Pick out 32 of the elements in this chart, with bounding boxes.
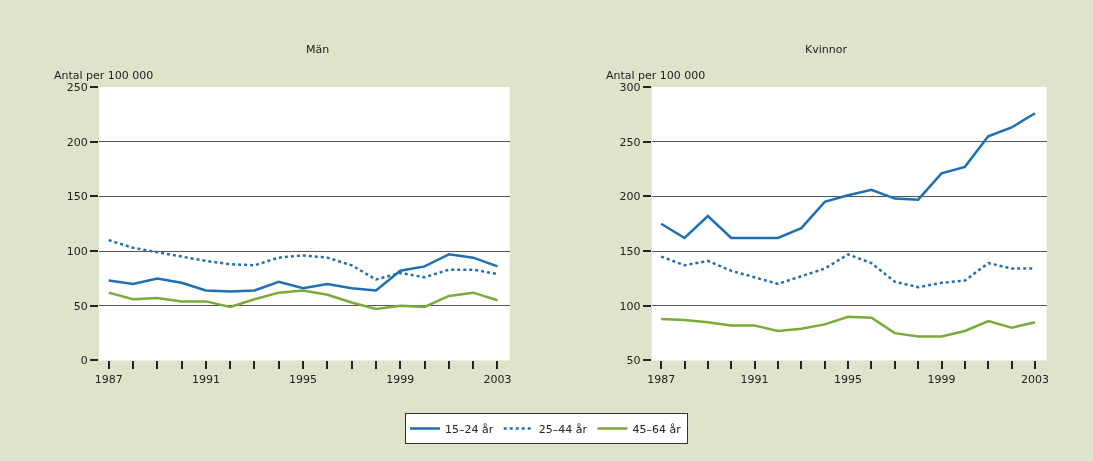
y-tick-label: 100 <box>619 299 641 313</box>
x-tick-label: 1987 <box>647 372 676 386</box>
x-tick-label: 2003 <box>483 372 512 386</box>
chart-title: Män <box>306 43 330 56</box>
y-tick-label: 50 <box>73 299 88 313</box>
y-tick-label: 100 <box>66 244 88 258</box>
y-tick-label: 0 <box>80 354 88 368</box>
y-tick-label: 50 <box>626 354 641 368</box>
y-axis-title: Antal per 100 000 <box>606 69 706 82</box>
y-tick-label: 200 <box>619 190 641 204</box>
y-tick-label: 150 <box>66 190 88 204</box>
x-tick-label: 1991 <box>191 372 220 386</box>
x-tick-label: 1999 <box>927 372 956 386</box>
y-tick-label: 200 <box>66 135 88 149</box>
y-tick-label: 250 <box>66 80 88 94</box>
x-tick-label: 1999 <box>386 372 415 386</box>
legend-label: 45–64 år <box>632 422 682 436</box>
chart-title: Kvinnor <box>805 43 848 56</box>
x-tick-label: 1995 <box>289 372 318 386</box>
line-series <box>107 289 499 311</box>
x-tick-label: 1987 <box>94 372 123 386</box>
y-tick-label: 150 <box>619 244 641 258</box>
y-axis-title: Antal per 100 000 <box>54 69 154 82</box>
legend-label: 15–24 år <box>445 422 494 436</box>
x-tick-label: 1995 <box>834 372 863 386</box>
line-series <box>659 315 1037 338</box>
line-series <box>659 111 1037 240</box>
x-tick-label: 2003 <box>1020 372 1049 386</box>
legend-label: 25–44 år <box>538 422 588 436</box>
x-tick-label: 1991 <box>740 372 769 386</box>
y-tick-label: 300 <box>619 80 641 94</box>
y-tick-label: 250 <box>619 135 641 149</box>
